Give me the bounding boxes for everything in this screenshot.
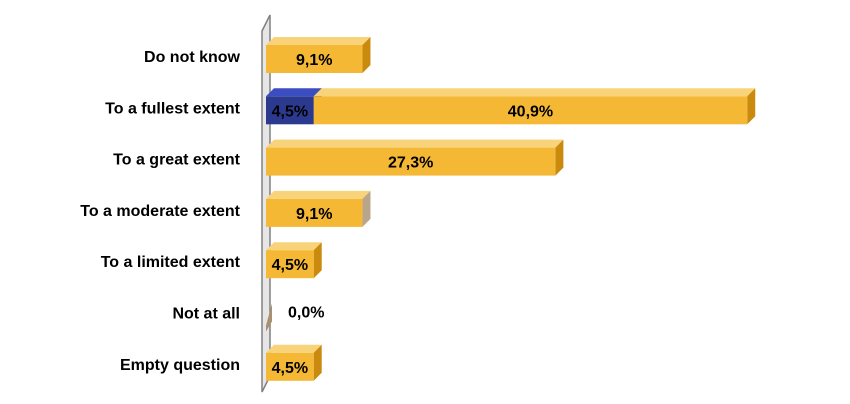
- bar-3: [266, 190, 371, 227]
- bar-2-top: [266, 139, 564, 148]
- bar-2: [266, 139, 564, 176]
- bar-3-side: [362, 190, 371, 227]
- bar-0: [266, 37, 371, 73]
- bar-0-side: [362, 37, 371, 73]
- category-label-2: To a great extent: [113, 152, 241, 169]
- category-label-3: To a moderate extent: [80, 203, 240, 220]
- bar-6-side: [313, 344, 322, 381]
- bar-6-top: [266, 344, 322, 353]
- bar-1-front: [313, 96, 748, 125]
- bar-1-top: [313, 88, 756, 97]
- bar-dark-1-top: [266, 88, 322, 97]
- category-label-1: To a fullest extent: [105, 100, 241, 117]
- bar-4: [266, 242, 322, 279]
- bar-0-front: [266, 45, 363, 73]
- bar-2-front: [266, 147, 556, 176]
- bar-2-side: [555, 139, 564, 176]
- bar-4-top: [266, 242, 322, 251]
- bar-1: [313, 88, 756, 125]
- data-label-2: 27,3%: [388, 155, 433, 172]
- data-label-0: 9,1%: [296, 52, 332, 69]
- category-label-6: Empty question: [120, 357, 240, 374]
- data-label-6: 4,5%: [272, 360, 308, 377]
- bar-1-side: [747, 88, 756, 125]
- category-label-0: Do not know: [144, 49, 241, 66]
- bar-0-top: [266, 37, 371, 45]
- bars-group: [266, 37, 756, 381]
- bar-6-front: [266, 352, 314, 381]
- data-label-4: 4,5%: [272, 257, 308, 274]
- bar-zero-5: [266, 303, 272, 332]
- data-label-dark-1: 4,5%: [272, 103, 308, 120]
- bar-4-side: [313, 242, 322, 279]
- data-label-1: 40,9%: [508, 103, 553, 120]
- bar-3-front: [266, 198, 363, 227]
- data-label-5: 0,0%: [288, 305, 324, 322]
- category-label-5: Not at all: [172, 306, 240, 323]
- category-label-4: To a limited extent: [101, 254, 241, 271]
- bar-3-top: [266, 190, 371, 199]
- bar-4-front: [266, 250, 314, 279]
- data-label-3: 9,1%: [296, 206, 332, 223]
- bar-6: [266, 344, 322, 381]
- bar-dark-1-front: [266, 96, 314, 125]
- labels-group: Do not know 9,1% To a fullest extent 4,5% 40…: [80, 49, 553, 377]
